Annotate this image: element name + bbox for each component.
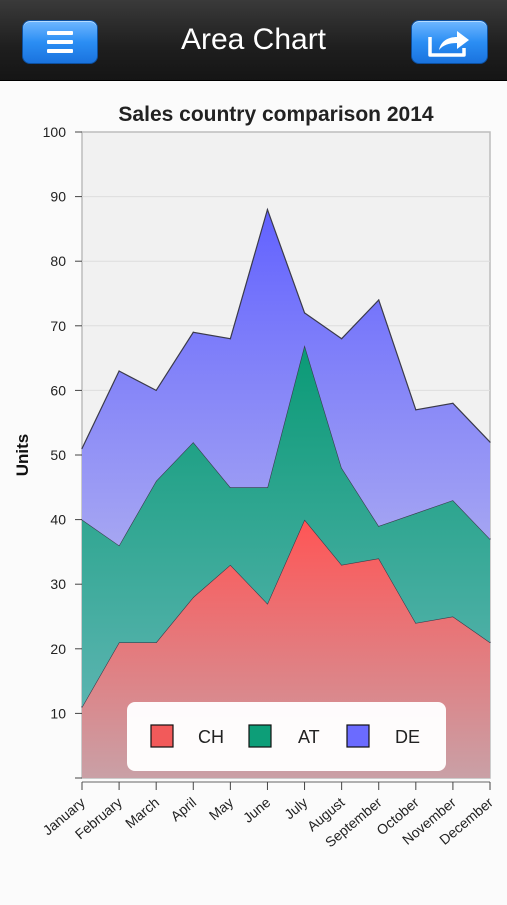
y-tick-label: 30 [50,576,66,592]
y-axis-label: Units [13,434,32,477]
y-tick-label: 90 [50,189,66,205]
y-tick-label: 80 [50,253,66,269]
data-point-de [489,441,491,443]
legend: CH AT DE [127,702,446,771]
area-de [82,209,490,546]
x-tick-label: July [281,794,310,822]
legend-label-at: AT [298,727,320,747]
share-button[interactable] [411,20,488,64]
data-point-de [155,389,157,391]
menu-icon [47,31,73,53]
data-point-de [452,402,454,404]
data-point-de [266,208,269,211]
legend-label-ch: CH [198,727,224,747]
x-tick-label: March [122,794,162,831]
legend-swatch-ch [150,724,174,748]
data-point-ch [266,602,269,605]
data-point-de [118,370,120,372]
navigation-bar: Area Chart [0,0,507,81]
data-point-de [303,312,306,314]
legend-box [127,702,446,771]
y-tick-label: 60 [50,382,66,398]
menu-button[interactable] [22,20,98,64]
data-point-de [229,338,231,340]
legend-swatch-de [346,724,370,748]
legend-label-de: DE [395,727,420,747]
data-point-de [415,409,417,411]
x-tick-label: June [240,794,274,826]
y-tick-label: 20 [50,641,66,657]
chart-title: Sales country comparison 2014 [118,103,433,126]
data-point-de [192,331,194,333]
y-tick-label: 70 [50,318,66,334]
page-title: Area Chart [180,23,327,56]
y-tick-label: 10 [50,705,66,721]
data-point-ch [81,706,83,708]
y-tick-label: 40 [50,512,66,528]
share-icon [428,31,469,57]
area-at [82,345,490,707]
x-tick-label: April [167,794,199,824]
series-line-de [81,207,491,449]
data-point-de [81,447,83,450]
area-chart: Sales country comparison 2014 Units 10 20… [13,103,496,850]
y-tick-label: 50 [50,447,66,463]
data-point-de [341,338,343,340]
x-tick-label: May [206,794,237,823]
chart-container: Sales country comparison 2014 Units 10 20… [0,81,507,900]
legend-swatch-at [248,724,272,748]
data-point-de [378,299,380,301]
y-tick-label: 100 [43,124,67,140]
